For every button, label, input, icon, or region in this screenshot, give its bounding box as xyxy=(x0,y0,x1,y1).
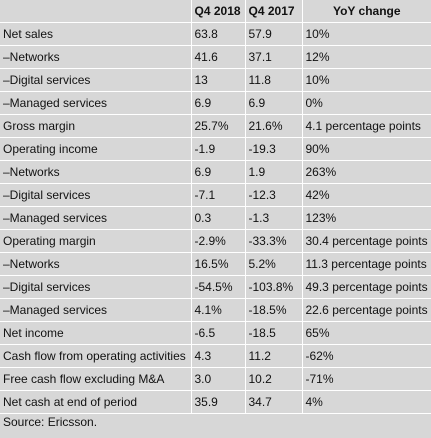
cell-yoy-change: 49.3 percentage points xyxy=(302,275,431,299)
table-row: Cash flow from operating activities 4.3 11… xyxy=(0,344,431,368)
cell-q4-2018: 4.1% xyxy=(191,298,246,322)
table-row: Net cash at end of period 35.9 34.7 4% xyxy=(0,390,431,414)
cell-q4-2018: -6.5 xyxy=(191,321,246,345)
table-row: –Digital services 13 11.8 10% xyxy=(0,68,431,92)
cell-q4-2018: -2.9% xyxy=(191,229,246,253)
table-body: Net sales 63.8 57.9 10% –Networks 41.6 37.1 12%… xyxy=(0,22,431,414)
cell-q4-2018: 3.0 xyxy=(191,367,246,391)
table-row: –Digital services -54.5% -103.8% 49.3 perce… xyxy=(0,275,431,299)
row-label: –Networks xyxy=(0,252,192,276)
cell-q4-2017: -12.3 xyxy=(245,183,303,207)
row-label: Free cash flow excluding M&A xyxy=(0,367,192,391)
row-label: –Networks xyxy=(0,160,192,184)
cell-q4-2018: 63.8 xyxy=(191,22,246,46)
cell-q4-2017: 37.1 xyxy=(245,45,303,69)
cell-q4-2017: 11.8 xyxy=(245,68,303,92)
cell-yoy-change: 11.3 percentage points xyxy=(302,252,431,276)
cell-q4-2018: 41.6 xyxy=(191,45,246,69)
cell-yoy-change: 0% xyxy=(302,91,431,115)
header-q4-2018: Q4 2018 xyxy=(191,0,246,23)
cell-q4-2017: 34.7 xyxy=(245,390,303,414)
row-label: –Digital services xyxy=(0,68,192,92)
table-row: –Managed services 0.3 -1.3 123% xyxy=(0,206,431,230)
table-row: Free cash flow excluding M&A 3.0 10.2 -71% xyxy=(0,367,431,391)
row-label: –Managed services xyxy=(0,206,192,230)
cell-q4-2017: 1.9 xyxy=(245,160,303,184)
cell-q4-2018: 6.9 xyxy=(191,160,246,184)
table-row: Operating margin -2.9% -33.3% 30.4 percenta… xyxy=(0,229,431,253)
cell-q4-2018: -7.1 xyxy=(191,183,246,207)
row-label: Net income xyxy=(0,321,192,345)
cell-yoy-change: 90% xyxy=(302,137,431,161)
row-label: –Managed services xyxy=(0,298,192,322)
cell-q4-2017: 6.9 xyxy=(245,91,303,115)
table-row: Net income -6.5 -18.5 65% xyxy=(0,321,431,345)
table-row: –Networks 6.9 1.9 263% xyxy=(0,160,431,184)
cell-q4-2017: -18.5 xyxy=(245,321,303,345)
cell-yoy-change: 65% xyxy=(302,321,431,345)
table-row: –Managed services 4.1% -18.5% 22.6 percenta… xyxy=(0,298,431,322)
cell-q4-2018: 6.9 xyxy=(191,91,246,115)
row-label: –Digital services xyxy=(0,275,192,299)
cell-q4-2017: 5.2% xyxy=(245,252,303,276)
cell-yoy-change: -62% xyxy=(302,344,431,368)
cell-yoy-change: 4.1 percentage points xyxy=(302,114,431,138)
row-label: Net cash at end of period xyxy=(0,390,192,414)
cell-q4-2017: -103.8% xyxy=(245,275,303,299)
cell-q4-2018: 16.5% xyxy=(191,252,246,276)
cell-yoy-change: 263% xyxy=(302,160,431,184)
table-row: –Networks 16.5% 5.2% 11.3 percentage points xyxy=(0,252,431,276)
table-row: Operating income -1.9 -19.3 90% xyxy=(0,137,431,161)
table-header-row: Q4 2018 Q4 2017 YoY change xyxy=(0,0,431,23)
cell-q4-2017: 10.2 xyxy=(245,367,303,391)
financial-results-table: Q4 2018 Q4 2017 YoY change Net sales 63.8… xyxy=(0,0,431,414)
table-row: –Managed services 6.9 6.9 0% xyxy=(0,91,431,115)
cell-q4-2017: 11.2 xyxy=(245,344,303,368)
cell-q4-2017: -18.5% xyxy=(245,298,303,322)
row-label: –Digital services xyxy=(0,183,192,207)
cell-q4-2017: -1.3 xyxy=(245,206,303,230)
row-label: Operating margin xyxy=(0,229,192,253)
cell-yoy-change: 123% xyxy=(302,206,431,230)
cell-q4-2018: 13 xyxy=(191,68,246,92)
cell-yoy-change: 10% xyxy=(302,68,431,92)
cell-yoy-change: -71% xyxy=(302,367,431,391)
row-label: Net sales xyxy=(0,22,192,46)
row-label: Operating income xyxy=(0,137,192,161)
row-label: Gross margin xyxy=(0,114,192,138)
cell-yoy-change: 10% xyxy=(302,22,431,46)
row-label: –Managed services xyxy=(0,91,192,115)
row-label: –Networks xyxy=(0,45,192,69)
header-yoy-change: YoY change xyxy=(302,0,431,23)
cell-yoy-change: 4% xyxy=(302,390,431,414)
cell-yoy-change: 22.6 percentage points xyxy=(302,298,431,322)
cell-q4-2017: 57.9 xyxy=(245,22,303,46)
header-blank xyxy=(0,0,192,23)
table-row: Gross margin 25.7% 21.6% 4.1 percentage poi… xyxy=(0,114,431,138)
cell-yoy-change: 12% xyxy=(302,45,431,69)
cell-q4-2017: -19.3 xyxy=(245,137,303,161)
cell-q4-2018: 4.3 xyxy=(191,344,246,368)
cell-q4-2018: 25.7% xyxy=(191,114,246,138)
cell-q4-2018: 0.3 xyxy=(191,206,246,230)
header-q4-2017: Q4 2017 xyxy=(245,0,303,23)
table-row: –Networks 41.6 37.1 12% xyxy=(0,45,431,69)
cell-q4-2018: -54.5% xyxy=(191,275,246,299)
table-row: Net sales 63.8 57.9 10% xyxy=(0,22,431,46)
cell-yoy-change: 30.4 percentage points xyxy=(302,229,431,253)
cell-q4-2017: -33.3% xyxy=(245,229,303,253)
cell-q4-2018: -1.9 xyxy=(191,137,246,161)
cell-yoy-change: 42% xyxy=(302,183,431,207)
cell-q4-2018: 35.9 xyxy=(191,390,246,414)
table-row: –Digital services -7.1 -12.3 42% xyxy=(0,183,431,207)
row-label: Cash flow from operating activities xyxy=(0,344,192,368)
cell-q4-2017: 21.6% xyxy=(245,114,303,138)
source-note: Source: Ericsson. xyxy=(3,415,98,429)
